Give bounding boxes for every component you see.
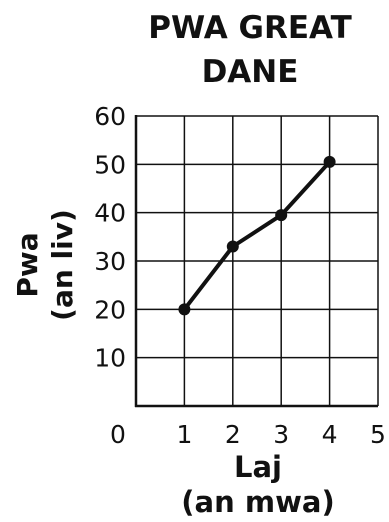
- data-point: [323, 155, 336, 168]
- x-tick-label: 4: [322, 420, 338, 449]
- series-line: [182, 159, 332, 312]
- x-axis-title-line-2: (an mwa): [181, 485, 334, 519]
- data-series: [178, 155, 336, 316]
- y-tick-label: 10: [94, 344, 126, 373]
- y-tick-label: 20: [94, 295, 126, 324]
- x-tick-label: 3: [273, 420, 289, 449]
- y-tick-label: 50: [94, 150, 126, 179]
- data-point: [226, 240, 239, 253]
- chart-title-line-1: PWA GREAT: [148, 10, 352, 46]
- y-axis-title-line-2: (an liv): [46, 209, 79, 321]
- y-tick-label: 40: [94, 199, 126, 228]
- x-axis-title-line-1: Laj: [234, 450, 282, 484]
- data-point: [275, 209, 288, 222]
- y-tick-labels: 10 20 30 40 50 60: [94, 102, 126, 373]
- y-tick-label: 60: [94, 102, 126, 131]
- x-tick-label: 0: [110, 420, 126, 449]
- chart-title-line-2: DANE: [202, 54, 299, 90]
- y-tick-label: 30: [94, 247, 126, 276]
- x-tick-label: 2: [225, 420, 241, 449]
- x-tick-label: 5: [370, 420, 386, 449]
- y-axis-title-line-1: Pwa: [11, 232, 44, 297]
- plot-grid: [134, 115, 379, 408]
- x-tick-label: 1: [176, 420, 192, 449]
- x-tick-labels: 0 1 2 3 4 5: [110, 420, 386, 449]
- data-point: [178, 303, 191, 316]
